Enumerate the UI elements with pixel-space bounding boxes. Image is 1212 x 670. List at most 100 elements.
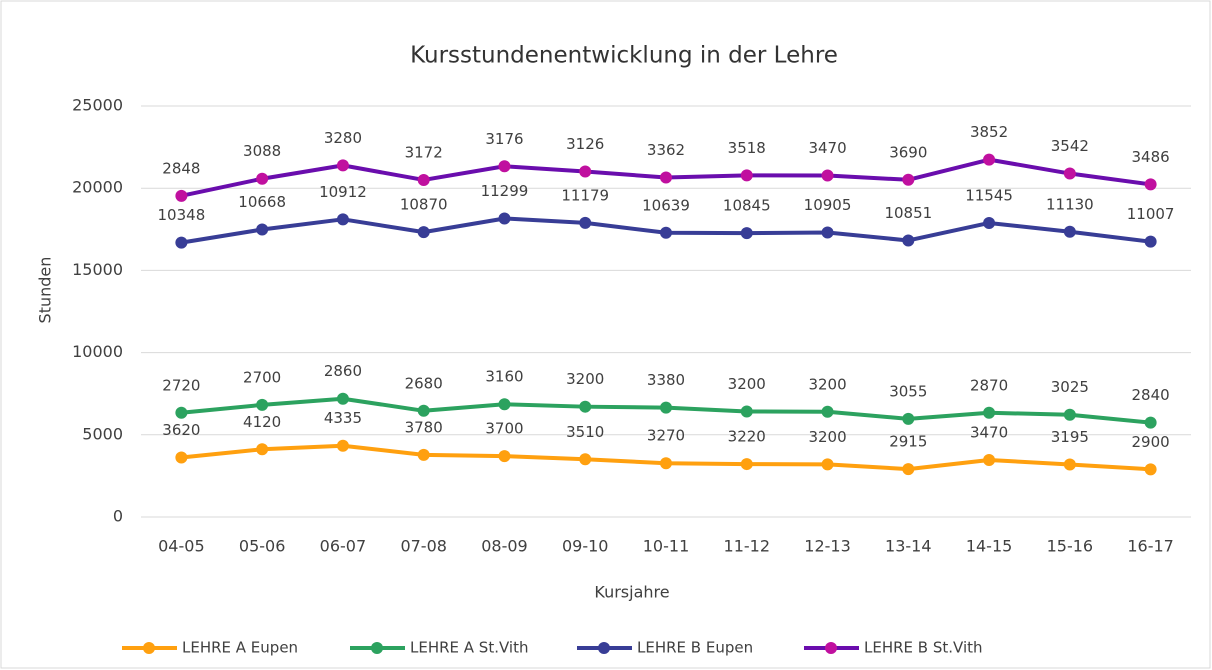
marker: [821, 458, 834, 471]
x-tick-label: 09-10: [562, 537, 609, 556]
legend-label: LEHRE A Eupen: [182, 639, 298, 657]
data-label: 2840: [1132, 386, 1170, 404]
marker: [902, 173, 915, 186]
data-label: 3055: [889, 382, 927, 400]
marker: [983, 216, 996, 229]
data-label: 3470: [808, 139, 846, 157]
y-tick-label: 20000: [72, 178, 123, 197]
data-label: 4335: [324, 409, 362, 427]
chart-title: Kursstundenentwicklung in der Lehre: [410, 43, 838, 69]
marker: [660, 401, 672, 414]
data-label: 3690: [889, 143, 927, 161]
data-label: 3486: [1132, 148, 1170, 166]
marker: [498, 160, 511, 173]
marker: [740, 169, 753, 182]
data-label: 3220: [728, 428, 766, 446]
marker: [417, 448, 430, 461]
x-tick-label: 07-08: [400, 537, 447, 556]
x-tick-label: 13-14: [885, 537, 932, 556]
data-label: 2870: [970, 376, 1008, 394]
marker: [579, 453, 592, 466]
marker: [660, 226, 672, 239]
data-label: 3470: [970, 423, 1008, 441]
data-label: 2900: [1132, 433, 1170, 451]
y-tick-label: 0: [113, 507, 123, 526]
marker: [902, 234, 915, 247]
data-label: 3700: [485, 420, 523, 438]
marker: [660, 171, 672, 184]
data-label: 10845: [723, 197, 771, 215]
data-label: 3176: [485, 130, 523, 148]
data-label: 3200: [728, 375, 766, 393]
x-tick-label: 10-11: [643, 537, 690, 556]
marker: [660, 457, 672, 470]
data-label: 2720: [162, 376, 200, 394]
marker: [1144, 416, 1157, 429]
marker: [175, 406, 188, 419]
data-label: 3088: [243, 142, 281, 160]
data-label: 3270: [647, 427, 685, 445]
data-label: 10912: [319, 183, 367, 201]
data-label: 3160: [485, 368, 523, 386]
data-label: 11130: [1046, 195, 1094, 213]
x-tick-label: 06-07: [320, 537, 367, 556]
data-label: 3362: [647, 141, 685, 159]
data-label: 3510: [566, 423, 604, 441]
marker: [417, 226, 430, 239]
legend-label: LEHRE A St.Vith: [410, 639, 528, 657]
y-tick-label: 5000: [82, 424, 123, 443]
data-label: 3542: [1051, 137, 1089, 155]
marker: [175, 189, 188, 202]
marker: [256, 443, 269, 456]
marker: [498, 212, 511, 225]
y-tick-label: 15000: [72, 260, 123, 279]
data-label: 2848: [162, 159, 200, 177]
marker: [1063, 458, 1076, 471]
data-label: 2700: [243, 368, 281, 386]
marker: [336, 392, 349, 405]
marker: [175, 451, 188, 464]
data-label: 3172: [405, 143, 443, 161]
data-label: 3200: [808, 375, 846, 393]
x-tick-label: 08-09: [481, 537, 528, 556]
x-axis-label: Kursjahre: [594, 583, 669, 602]
legend-marker: [825, 642, 837, 654]
data-label: 3200: [808, 428, 846, 446]
marker: [1063, 167, 1076, 180]
marker: [256, 223, 269, 236]
marker: [902, 412, 915, 425]
y-axis-label: Stunden: [36, 257, 55, 324]
data-label: 3195: [1051, 428, 1089, 446]
data-label: 2680: [405, 374, 443, 392]
marker: [498, 450, 511, 463]
data-label: 3025: [1051, 378, 1089, 396]
data-label: 3518: [728, 139, 766, 157]
x-tick-label: 05-06: [239, 537, 286, 556]
marker: [579, 216, 592, 229]
data-label: 3852: [970, 123, 1008, 141]
data-label: 11179: [561, 186, 609, 204]
legend-label: LEHRE B St.Vith: [864, 639, 983, 657]
marker: [983, 453, 996, 466]
y-tick-label: 10000: [72, 342, 123, 361]
marker: [336, 439, 349, 452]
data-label: 11007: [1127, 205, 1175, 223]
marker: [740, 458, 753, 471]
x-tick-label: 12-13: [804, 537, 851, 556]
data-label: 2860: [324, 362, 362, 380]
marker: [175, 236, 188, 249]
x-tick-label: 11-12: [724, 537, 771, 556]
data-label: 3780: [405, 418, 443, 436]
marker: [1144, 178, 1157, 191]
legend-marker: [371, 642, 383, 654]
data-label: 3200: [566, 370, 604, 388]
marker: [579, 400, 592, 413]
marker: [256, 172, 269, 185]
marker: [821, 226, 834, 239]
marker: [498, 398, 511, 411]
marker: [417, 404, 430, 417]
marker: [256, 398, 269, 411]
data-label: 10905: [804, 196, 852, 214]
data-label: 3380: [647, 371, 685, 389]
